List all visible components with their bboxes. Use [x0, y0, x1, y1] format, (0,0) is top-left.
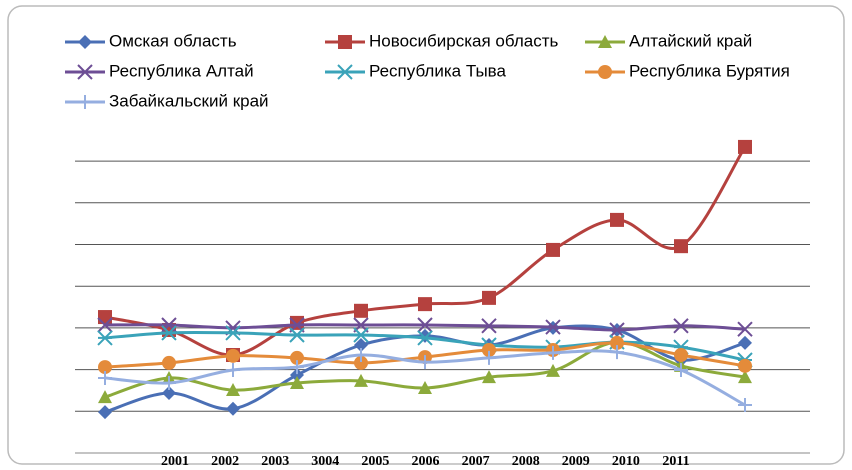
x-tick-label: 2006	[412, 454, 440, 469]
point-marker	[609, 322, 625, 338]
point-marker	[354, 355, 368, 370]
point-marker	[418, 297, 432, 312]
legend-item: Забайкальский край	[65, 91, 269, 110]
legend-label: Алтайский край	[629, 31, 752, 50]
point-marker	[546, 242, 560, 257]
point-marker	[610, 212, 624, 227]
x-tick-label: 2003	[261, 454, 289, 469]
legend-label: Республика Тыва	[369, 61, 507, 80]
x-tick-label: 2005	[361, 454, 389, 469]
legend-label: Омская область	[109, 31, 237, 50]
point-marker	[481, 318, 497, 334]
point-marker	[289, 327, 305, 343]
x-tick-label: 2008	[512, 454, 540, 469]
x-tick-label: 3004	[311, 454, 339, 469]
point-marker	[417, 317, 433, 333]
chart-frame	[7, 5, 845, 465]
legend-marker	[337, 64, 353, 80]
x-tick-label: 2007	[462, 454, 490, 469]
point-marker	[226, 363, 240, 378]
point-marker	[353, 327, 369, 343]
x-tick-label: 2011	[662, 454, 689, 469]
point-marker	[737, 321, 753, 337]
legend-item: Республика Бурятия	[585, 61, 790, 80]
point-marker	[226, 401, 240, 416]
point-marker	[610, 345, 624, 360]
point-marker	[98, 310, 112, 325]
series	[98, 345, 752, 413]
point-marker	[738, 358, 752, 373]
point-marker	[98, 370, 112, 385]
point-marker	[482, 370, 496, 384]
legend-marker	[78, 35, 92, 49]
point-marker	[738, 398, 752, 413]
legend-item: Алтайский край	[585, 31, 752, 50]
legend-marker	[338, 35, 352, 49]
legend-item: Республика Тыва	[325, 61, 507, 80]
point-marker	[290, 368, 304, 383]
legend-label: Новосибирская область	[369, 31, 558, 50]
point-marker	[673, 318, 689, 334]
point-marker	[482, 343, 496, 358]
point-marker	[162, 375, 176, 390]
legend-label: Республика Алтай	[109, 61, 254, 80]
point-marker	[97, 330, 113, 346]
point-marker	[225, 325, 241, 341]
x-tick-label: 2002	[211, 454, 239, 469]
legend-marker	[78, 95, 92, 109]
legend-marker	[77, 64, 93, 80]
legend-item: Республика Алтай	[65, 61, 254, 80]
point-marker	[546, 345, 560, 360]
legend-marker	[598, 35, 612, 48]
point-marker	[545, 319, 561, 335]
point-marker	[610, 335, 624, 350]
x-tick-label: 2009	[562, 454, 590, 469]
point-marker	[98, 390, 112, 404]
point-marker	[418, 355, 432, 370]
x-tick-label: 2001	[161, 454, 189, 469]
point-marker	[162, 355, 176, 370]
point-marker	[482, 290, 496, 305]
point-marker	[482, 350, 496, 365]
point-marker	[417, 330, 433, 346]
point-marker	[97, 317, 113, 333]
point-marker	[290, 315, 304, 330]
point-marker	[674, 363, 688, 378]
point-marker	[98, 405, 112, 420]
point-marker	[738, 370, 752, 384]
legend-marker	[598, 65, 612, 79]
point-marker	[738, 139, 752, 154]
point-marker	[354, 373, 368, 387]
legend-label: Забайкальский край	[109, 91, 269, 110]
x-tick-label: 2010	[612, 454, 640, 469]
legend-item: Новосибирская область	[325, 31, 558, 50]
point-marker	[354, 348, 368, 363]
point-marker	[354, 337, 368, 352]
point-marker	[546, 363, 560, 377]
point-marker	[674, 239, 688, 254]
point-marker	[354, 303, 368, 318]
point-marker	[98, 360, 112, 375]
point-marker	[738, 335, 752, 350]
point-marker	[290, 375, 304, 389]
point-marker	[418, 380, 432, 394]
legend-item: Омская область	[65, 31, 237, 50]
legend-label: Республика Бурятия	[629, 61, 790, 80]
point-marker	[226, 348, 240, 363]
point-marker	[161, 325, 177, 341]
point-marker	[290, 360, 304, 375]
point-marker	[674, 348, 688, 363]
point-marker	[226, 383, 240, 397]
point-marker	[290, 350, 304, 365]
point-marker	[162, 385, 176, 400]
series-line	[104, 146, 747, 357]
